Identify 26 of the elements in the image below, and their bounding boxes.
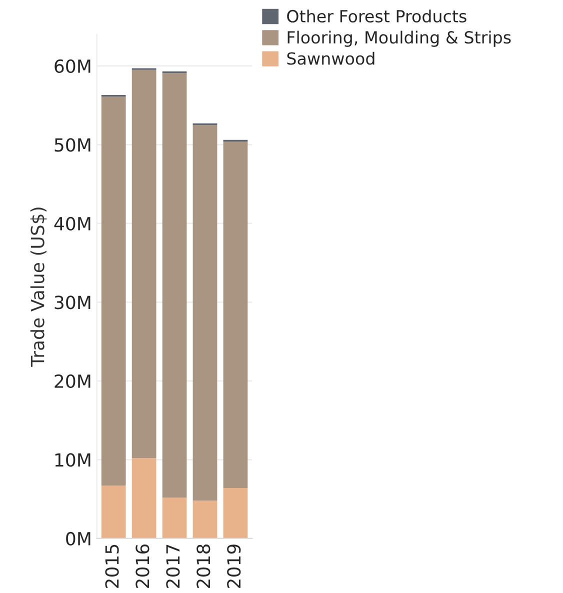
- bar: [101, 96, 126, 486]
- x-tick-label: 2018: [196, 544, 210, 588]
- x-tick-label: 2016: [136, 544, 150, 588]
- x-tick-label: 2015: [105, 544, 119, 588]
- bar: [132, 70, 156, 458]
- y-tick-label: 40M: [54, 216, 90, 231]
- bar: [223, 488, 248, 538]
- y-tick-label: 20M: [54, 374, 90, 388]
- legend-label: Other Forest Products: [287, 10, 466, 23]
- legend-label: Flooring, Moulding & Strips: [288, 30, 511, 47]
- bar: [162, 72, 187, 498]
- y-axis-title: Trade Value (US$): [30, 208, 47, 367]
- y-tick-label: 0M: [66, 532, 90, 546]
- bar: [162, 497, 187, 538]
- y-tick-label: 50M: [54, 138, 90, 152]
- bar: [223, 142, 248, 488]
- y-tick-label: 10M: [55, 453, 90, 467]
- bar: [101, 486, 126, 538]
- y-tick-label: 60M: [54, 59, 90, 74]
- bar: [132, 458, 156, 538]
- y-tick-label: 30M: [54, 296, 90, 310]
- x-tick-label: 2019: [227, 544, 241, 588]
- bar: [192, 124, 218, 501]
- x-tick-label: 2017: [166, 544, 180, 588]
- legend-label: Sawnwood: [287, 52, 374, 65]
- bar: [192, 500, 218, 538]
